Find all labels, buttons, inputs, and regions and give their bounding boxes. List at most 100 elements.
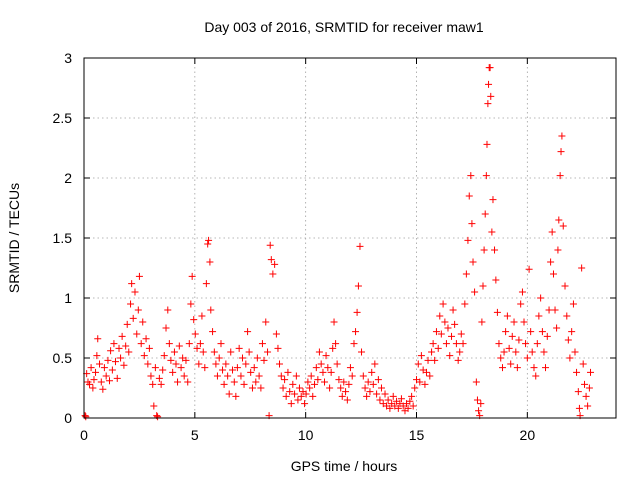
data-point — [515, 336, 523, 344]
data-point — [140, 352, 148, 360]
y-tick-label: 2.5 — [53, 110, 73, 126]
data-point — [491, 246, 499, 254]
data-point — [180, 372, 188, 380]
data-point — [93, 352, 101, 360]
data-point — [424, 356, 432, 364]
y-tick-label: 1 — [64, 290, 72, 306]
data-point — [451, 320, 459, 328]
data-point — [204, 240, 212, 248]
data-point — [422, 368, 430, 376]
data-point — [131, 288, 139, 296]
data-point — [566, 354, 574, 362]
data-point — [165, 340, 173, 348]
chart-title: Day 003 of 2016, SRMTID for receiver maw… — [204, 19, 484, 35]
data-point — [569, 300, 577, 308]
data-point — [277, 372, 285, 380]
data-point — [105, 377, 113, 385]
data-point — [428, 348, 436, 356]
data-point — [397, 395, 405, 403]
data-point — [585, 384, 593, 392]
data-point — [535, 312, 543, 320]
data-point — [537, 294, 545, 302]
data-point — [486, 64, 494, 72]
data-point — [248, 384, 256, 392]
data-point — [369, 380, 377, 388]
data-point — [215, 354, 223, 362]
data-point — [272, 330, 280, 338]
data-point — [381, 390, 389, 398]
data-point — [512, 348, 520, 356]
data-point — [542, 364, 550, 372]
data-point — [502, 328, 510, 336]
data-point — [135, 272, 143, 280]
data-point — [191, 330, 199, 338]
data-point — [587, 368, 595, 376]
data-point — [441, 318, 449, 326]
data-point — [172, 360, 180, 368]
data-point — [294, 396, 302, 404]
data-point — [307, 372, 315, 380]
data-point — [330, 318, 338, 326]
y-tick-label: 0.5 — [53, 350, 73, 366]
data-point — [286, 388, 294, 396]
data-point — [371, 360, 379, 368]
data-point — [184, 378, 192, 386]
data-point — [100, 364, 108, 372]
data-point — [353, 308, 361, 316]
grid — [84, 58, 616, 418]
data-point — [238, 354, 246, 362]
data-point — [482, 172, 490, 180]
data-point — [495, 340, 503, 348]
data-point — [89, 384, 97, 392]
plot-frame — [83, 57, 617, 419]
data-point — [207, 306, 215, 314]
data-point — [182, 356, 190, 364]
x-axis-label: GPS time / hours — [291, 458, 398, 474]
data-point — [389, 392, 397, 400]
data-point — [376, 396, 384, 404]
data-point — [247, 368, 255, 376]
data-point — [309, 392, 317, 400]
data-point — [276, 360, 284, 368]
data-point — [487, 92, 495, 100]
data-point — [319, 368, 327, 376]
data-point — [508, 332, 516, 340]
data-point — [528, 348, 536, 356]
data-point — [87, 364, 95, 372]
data-point — [149, 380, 157, 388]
data-point — [488, 228, 496, 236]
data-point — [436, 312, 444, 320]
data-point — [386, 404, 394, 412]
data-point — [196, 340, 204, 348]
data-point — [468, 220, 476, 228]
data-point — [306, 384, 314, 392]
data-point — [174, 378, 182, 386]
data-point — [133, 330, 141, 338]
data-point — [533, 340, 541, 348]
data-point — [462, 270, 470, 278]
data-point — [394, 404, 402, 412]
data-point — [421, 380, 429, 388]
data-point — [225, 390, 233, 398]
tick-labels: 0 5 10 15 20 0 0.5 1 1.5 2 2.5 3 — [53, 50, 536, 443]
data-point — [274, 344, 282, 352]
data-point — [302, 390, 310, 398]
y-tick-label: 2 — [64, 170, 72, 186]
data-point — [437, 330, 445, 338]
data-point — [213, 372, 221, 380]
data-point — [99, 385, 107, 393]
data-point — [110, 340, 118, 348]
data-point — [139, 318, 147, 326]
data-point — [540, 348, 548, 356]
data-point — [242, 360, 250, 368]
data-point — [94, 335, 102, 343]
data-point — [582, 392, 590, 400]
data-point — [266, 241, 274, 249]
data-point — [252, 378, 260, 386]
data-point — [107, 347, 115, 355]
data-point — [193, 344, 201, 352]
data-point — [337, 384, 345, 392]
data-point — [209, 328, 217, 336]
data-point — [220, 380, 228, 388]
